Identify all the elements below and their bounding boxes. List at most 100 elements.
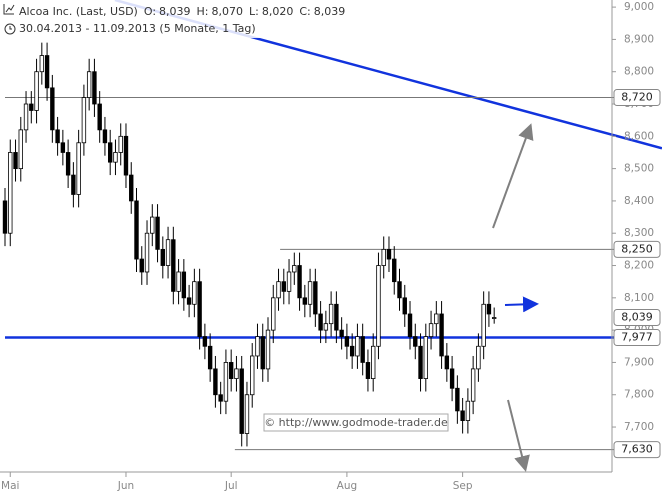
candle-body: [50, 87, 55, 131]
candle-body: [113, 152, 118, 163]
candle-body: [207, 345, 213, 370]
candle-body: [76, 142, 81, 195]
chart-title: Alcoa Inc. (Last, USD): [19, 5, 138, 18]
header-bg: [0, 0, 400, 38]
candle-body: [381, 248, 386, 266]
candle-body: [202, 336, 208, 347]
candle-body: [302, 297, 308, 305]
candle-body: [165, 239, 171, 266]
watermark: © http://www.godmode-trader.de: [264, 416, 448, 429]
x-tick-label: Mai: [1, 480, 19, 492]
candle-body: [465, 400, 471, 421]
candle-body: [192, 281, 197, 305]
ohlc-value: 8,020: [262, 5, 294, 18]
candle-body: [39, 55, 45, 73]
y-tick-label: 8,300: [624, 227, 654, 239]
arrow-down: [507, 399, 530, 472]
candle-body: [171, 239, 176, 292]
candle-body: [276, 281, 281, 299]
x-tick-label: Sep: [453, 480, 473, 492]
candle-body: [397, 281, 402, 299]
candle-body: [13, 152, 18, 170]
candle-body: [176, 271, 181, 292]
ohlc-value: 8,039: [314, 5, 346, 18]
candle-body: [108, 142, 113, 163]
candle-body: [370, 345, 376, 379]
candle-body: [218, 394, 223, 402]
x-tick-label: Aug: [337, 480, 358, 492]
candle-body: [423, 336, 428, 379]
candle-body: [360, 336, 365, 363]
candle-body: [181, 271, 187, 299]
candle-body: [491, 317, 497, 319]
candle-body: [92, 71, 97, 105]
candle-body: [150, 216, 155, 234]
y-tick-label: 8,600: [624, 130, 654, 142]
candle-body: [86, 71, 92, 98]
candle-body: [339, 329, 344, 337]
candle-body: [460, 410, 465, 421]
ohlc-name: O:: [144, 5, 156, 18]
candle-body: [144, 232, 150, 273]
clock-icon: [4, 23, 16, 35]
candle-body: [439, 313, 444, 357]
y-tick-label: 7,700: [624, 421, 654, 433]
candle-body: [292, 265, 297, 273]
ohlc-name: H:: [197, 5, 209, 18]
y-tick-label: 8,500: [624, 163, 654, 175]
subtitle: 30.04.2013 - 11.09.2013 (5 Monate, 1 Tag…: [19, 22, 256, 35]
candle-body: [334, 303, 339, 331]
price-box-label: 7,630: [621, 443, 653, 456]
candle-body: [34, 71, 39, 111]
y-tick-label: 7,800: [624, 389, 654, 401]
candle-body: [455, 387, 460, 412]
candle-body: [476, 345, 481, 370]
candle-body: [239, 368, 244, 434]
candle-body: [434, 313, 439, 325]
candle-body: [71, 174, 76, 195]
candle-body: [413, 336, 418, 347]
candle-body: [392, 258, 397, 283]
y-tick-label: 8,400: [624, 195, 654, 207]
candle-body: [470, 368, 476, 402]
candle-body: [23, 103, 29, 131]
candle-body: [155, 216, 160, 250]
candle-body: [160, 248, 165, 266]
candle-body: [323, 323, 329, 331]
price-box: [613, 240, 661, 258]
candle-body: [328, 303, 334, 325]
candle-body: [318, 313, 323, 331]
candle-body: [386, 248, 392, 260]
candle-body: [213, 368, 218, 396]
candle-body: [186, 297, 192, 305]
candle-body: [407, 313, 413, 337]
candle-body: [344, 336, 350, 347]
x-tick-label: Jul: [224, 480, 238, 492]
candle-body: [129, 174, 134, 202]
candle-body: [18, 129, 23, 170]
candle-body: [271, 297, 276, 331]
y-tick-label: 8,200: [624, 260, 654, 272]
candle-body: [134, 200, 139, 260]
candle-body: [402, 297, 407, 315]
x-tick-label: Jun: [117, 480, 134, 492]
ohlc-value: 8,039: [159, 5, 191, 18]
candle-body: [81, 97, 87, 144]
y-tick-label: 8,900: [624, 33, 654, 45]
y-tick-label: 9,000: [624, 1, 654, 13]
price-box-label: 8,720: [621, 91, 653, 104]
candle-body: [313, 281, 318, 315]
ohlc-name: C:: [299, 5, 310, 18]
candle-body: [139, 258, 144, 273]
y-tick-label: 8,800: [624, 66, 654, 78]
candle-body: [444, 355, 450, 370]
candle-body: [2, 200, 8, 234]
candle-body: [349, 345, 355, 357]
candle-body: [223, 362, 229, 402]
y-tick-label: 7,900: [624, 356, 654, 368]
candle-body: [123, 135, 129, 176]
candle-body: [481, 303, 486, 347]
candle-body: [44, 55, 50, 89]
candle-body: [355, 336, 360, 357]
